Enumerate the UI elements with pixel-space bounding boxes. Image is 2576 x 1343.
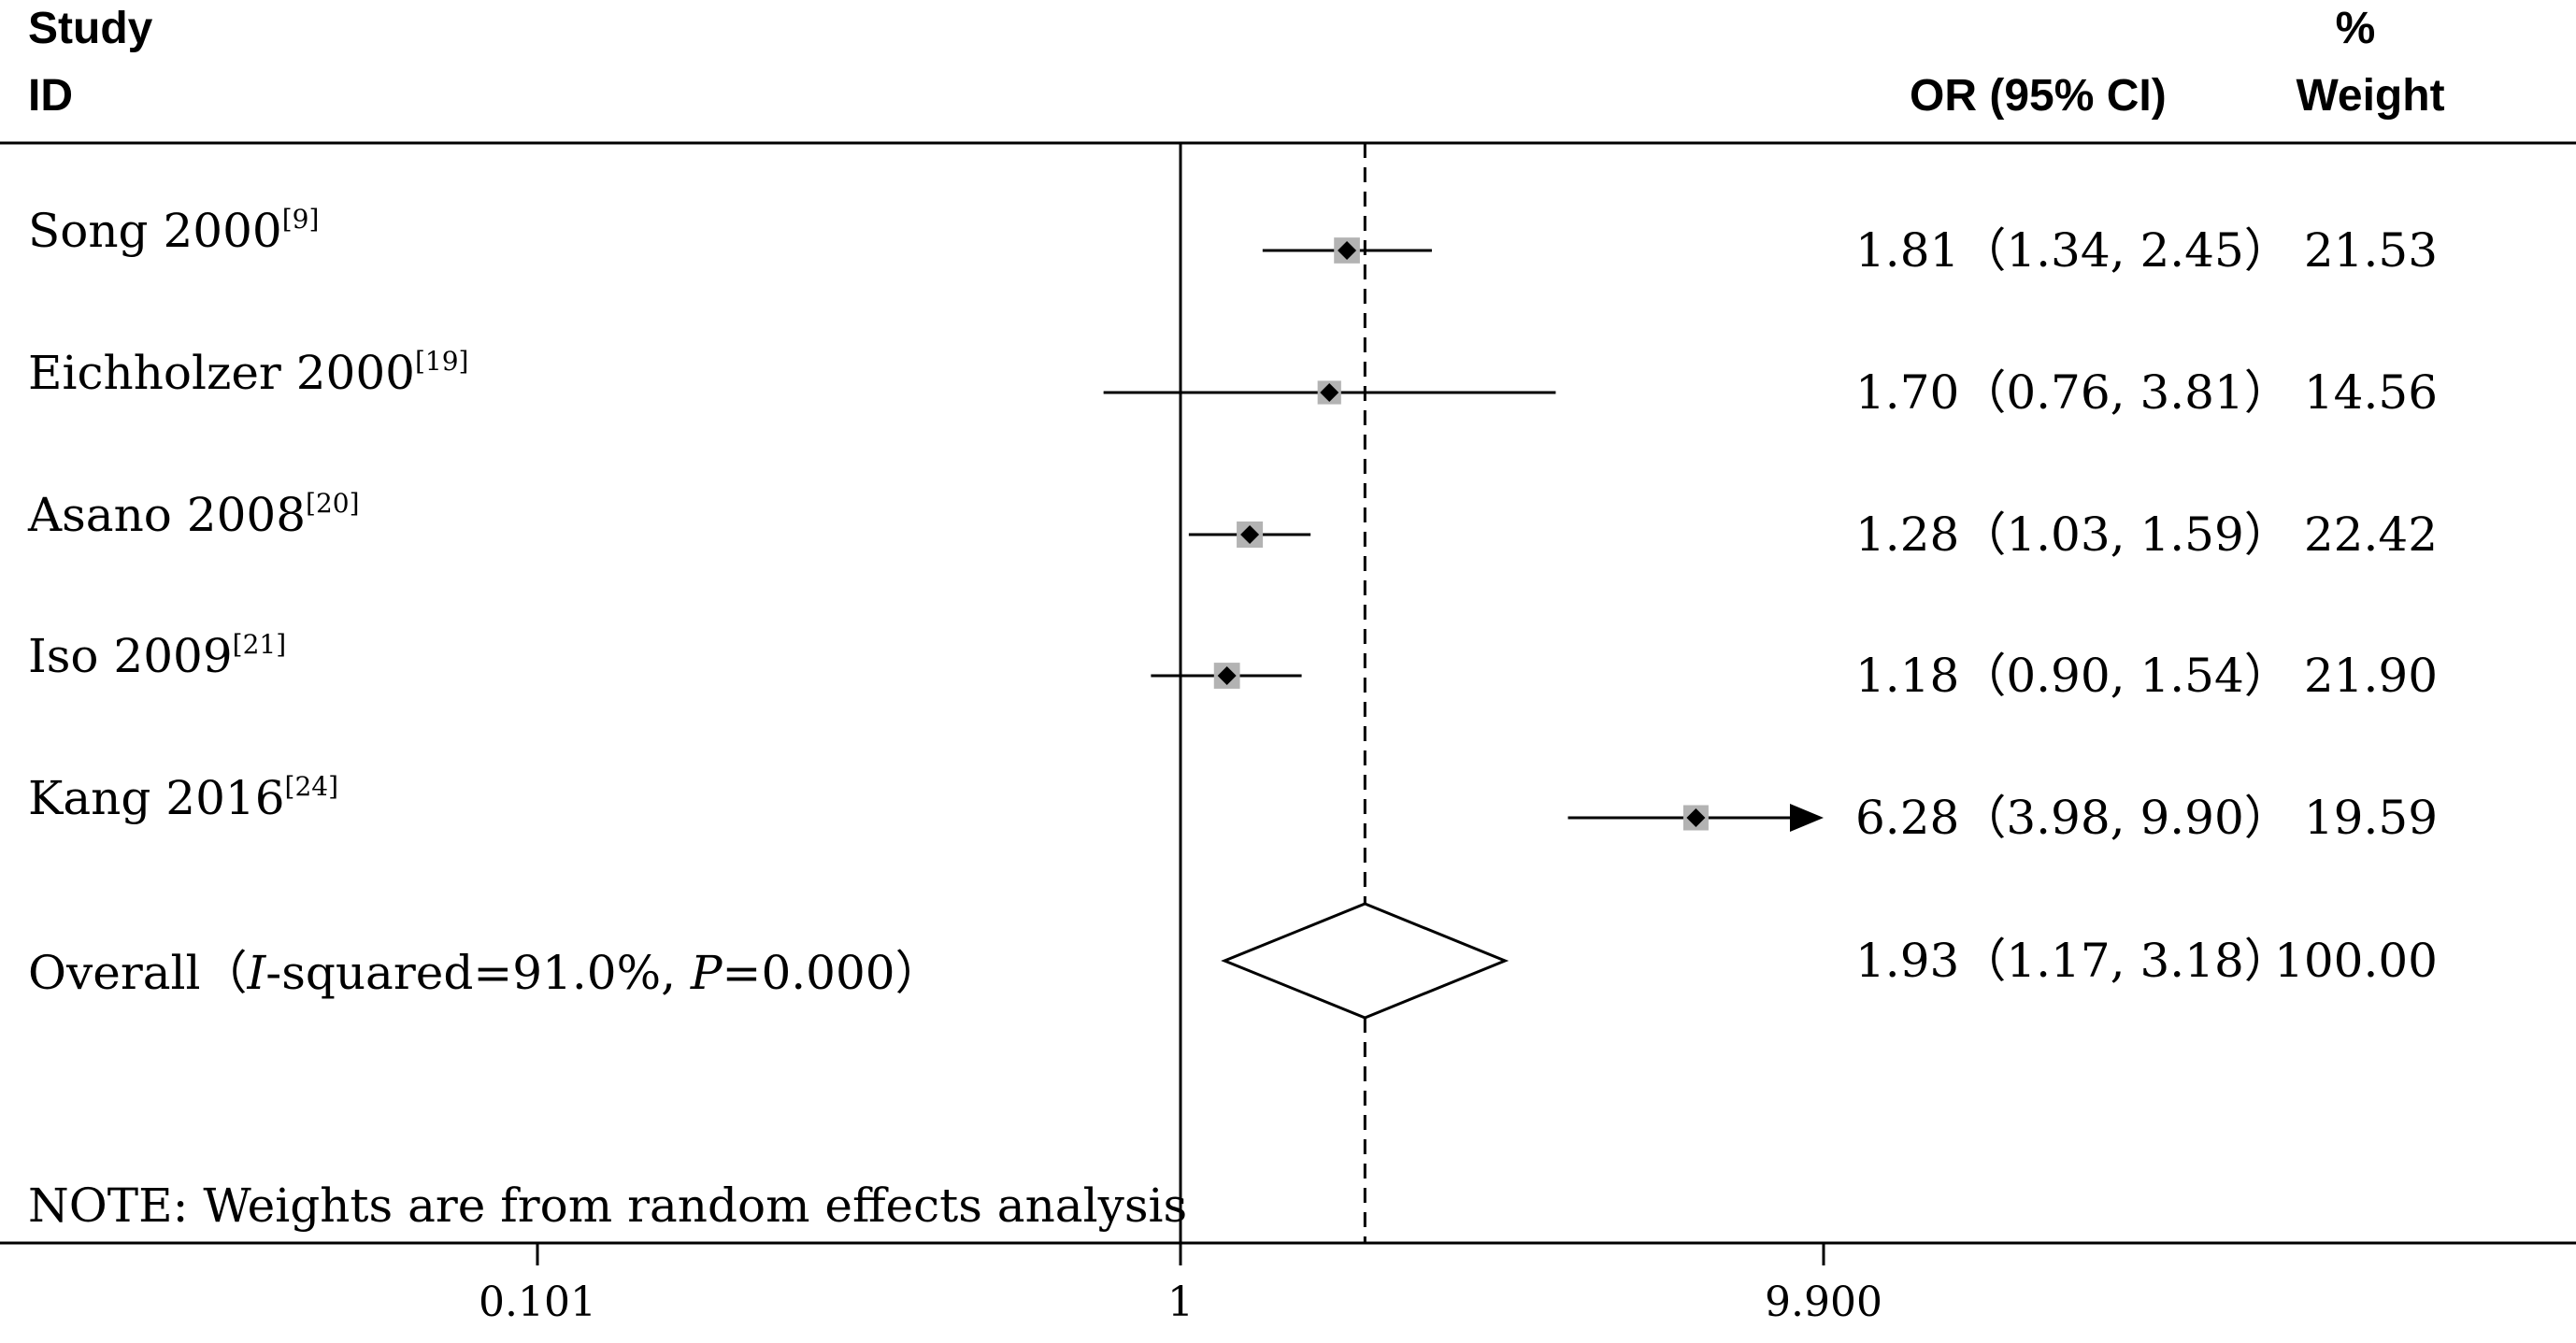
study-label: Asano 2008[20]: [27, 488, 360, 542]
study-label: Song 2000[9]: [28, 204, 319, 258]
study-row: Asano 2008[20] 1.28（1.03, 1.59） 22.42: [27, 488, 2438, 562]
x-tick-label: 9.900: [1765, 1279, 1882, 1326]
study-or-ci: 1.28（1.03, 1.59）: [1855, 507, 2291, 562]
study-weight: 22.42: [2304, 507, 2438, 562]
header-id: ID: [28, 71, 73, 121]
overall-diamond: [1221, 902, 1510, 1020]
header-or-ci: OR (95% CI): [1910, 71, 2167, 121]
study-or-ci: 1.18（0.90, 1.54）: [1855, 649, 2291, 703]
overall-weight: 100.00: [2274, 934, 2438, 988]
point-estimate: [1217, 666, 1237, 685]
study-weight: 14.56: [2304, 365, 2438, 420]
plot-lines: [1179, 143, 1367, 1243]
x-tick-label: 0.101: [479, 1279, 596, 1326]
point-estimate: [1686, 808, 1706, 827]
header-study: Study: [28, 4, 153, 53]
study-label: Eichholzer 2000[19]: [28, 346, 468, 400]
study-or-ci: 6.28（3.98, 9.90）: [1855, 791, 2291, 845]
study-or-ci: 1.81（1.34, 2.45）: [1855, 223, 2291, 278]
study-or-ci: 1.70（0.76, 3.81）: [1855, 365, 2291, 420]
study-weight: 21.53: [2304, 223, 2438, 278]
study-label: Iso 2009[21]: [28, 629, 286, 683]
x-axis: 0.101 1 9.900: [0, 1241, 2576, 1326]
study-rows: Song 2000[9] 1.81（1.34, 2.45） 21.53 Eichhol…: [27, 204, 2438, 845]
overall-label: Overall（I-squared=91.0%, P=0.000）: [28, 946, 942, 1000]
study-row: Iso 2009[21] 1.18（0.90, 1.54） 21.90: [28, 629, 2438, 703]
note-text: NOTE: Weights are from random effects an…: [28, 1179, 1187, 1233]
point-estimate: [1338, 241, 1357, 260]
header-weight-percent: %: [2336, 4, 2376, 53]
study-row: Song 2000[9] 1.81（1.34, 2.45） 21.53: [28, 204, 2438, 278]
study-weight: 21.90: [2304, 649, 2438, 703]
ci-arrow: [1790, 804, 1824, 832]
study-weight: 19.59: [2304, 791, 2438, 845]
study-row: Kang 2016[24] 6.28（3.98, 9.90） 19.59: [28, 771, 2438, 845]
study-row: Eichholzer 2000[19] 1.70（0.76, 3.81） 14.56: [28, 346, 2438, 420]
study-label: Kang 2016[24]: [28, 771, 338, 825]
header-weight: Weight: [2296, 71, 2444, 121]
overall-or-ci: 1.93（1.17, 3.18）: [1855, 934, 2291, 988]
point-estimate: [1320, 383, 1339, 402]
x-tick-label: 1: [1167, 1279, 1194, 1326]
point-estimate: [1240, 525, 1260, 544]
